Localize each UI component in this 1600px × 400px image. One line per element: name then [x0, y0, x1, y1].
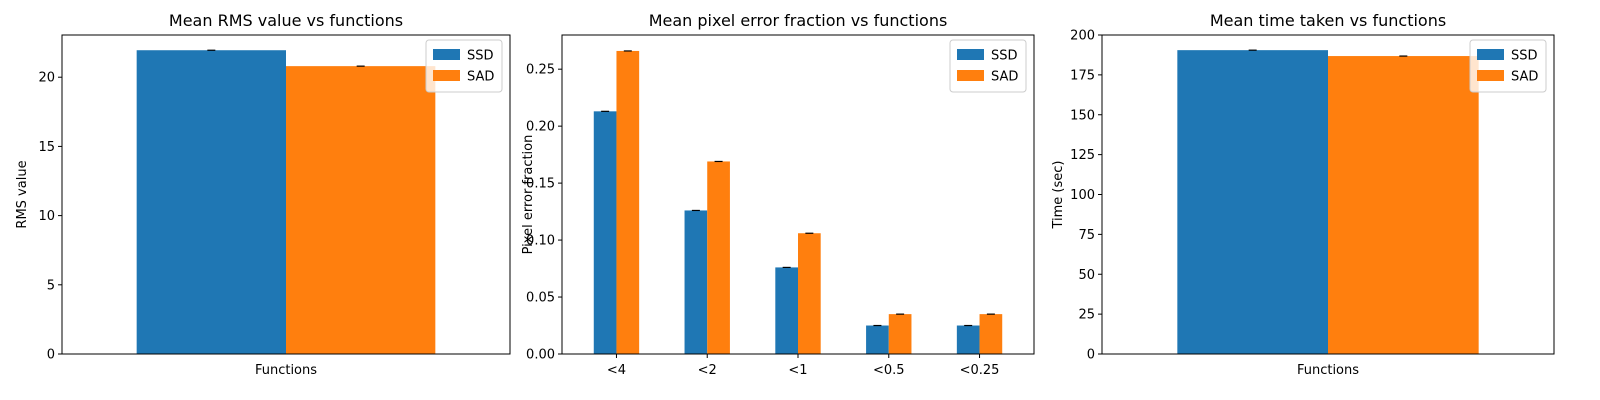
bar-ssd-0	[1177, 50, 1328, 355]
y-tick-label: 100	[1070, 188, 1095, 203]
chart-panel-3: 0 25 50 75 100 125 150 175 200 Mean time taken vs…	[1051, 11, 1555, 378]
axes-frame	[61, 34, 511, 355]
y-axis-label: Time (sec)	[1051, 160, 1066, 229]
chart-title: Mean RMS value vs functions	[169, 11, 403, 30]
legend-label-ssd: SSD	[991, 49, 1018, 64]
bar-sad-4	[979, 314, 1003, 354]
bar-sad-1	[707, 161, 730, 354]
legend-label-sad: SAD	[1511, 70, 1538, 85]
x-tick-label: <2	[698, 363, 717, 378]
legend: SSD SAD	[949, 39, 1027, 93]
y-tick-label: 150	[1070, 108, 1095, 123]
y-tick-label: 125	[1070, 148, 1095, 163]
legend-swatch-ssd	[1477, 49, 1504, 60]
y-tick-label: 0.00	[526, 348, 555, 363]
x-tick-label: <0.5	[873, 363, 905, 378]
x-axis-label: Functions	[1297, 363, 1359, 378]
y-axis-label: RMS value	[15, 160, 30, 228]
legend-label-ssd: SSD	[1511, 49, 1538, 64]
chart-title: Mean pixel error fraction vs functions	[649, 11, 948, 30]
bar-sad-0	[286, 66, 436, 355]
y-tick-label: 25	[1078, 308, 1095, 323]
bar-sad-0	[616, 50, 640, 354]
y-tick-label: 10	[38, 209, 55, 224]
x-tick-label: <1	[788, 363, 807, 378]
y-tick-label: 5	[47, 278, 55, 293]
bar-sad-2	[798, 233, 821, 354]
y-tick-label: 20	[38, 71, 55, 86]
bar-ssd-1	[684, 210, 708, 354]
chart-title: Mean time taken vs functions	[1210, 11, 1446, 30]
y-tick-label: 0	[47, 348, 55, 363]
legend-label-sad: SAD	[991, 70, 1018, 85]
legend: SSD SAD	[1469, 39, 1547, 93]
legend-swatch-sad	[433, 70, 460, 81]
bar-ssd-4	[956, 325, 980, 354]
bar-ssd-0	[593, 111, 617, 354]
legend-swatch-sad	[1477, 70, 1504, 81]
y-tick-label: 175	[1070, 68, 1095, 83]
bar-sad-3	[888, 314, 912, 354]
y-tick-label: 0.25	[526, 63, 555, 78]
x-axis-label: Functions	[255, 363, 317, 378]
legend-label-sad: SAD	[467, 70, 494, 85]
y-tick-label: 0.20	[526, 120, 555, 135]
legend-label-ssd: SSD	[467, 49, 494, 64]
y-tick-label: 75	[1078, 228, 1095, 243]
bar-sad-0	[1328, 56, 1479, 354]
legend: SSD SAD	[425, 39, 503, 93]
legend-swatch-ssd	[433, 49, 460, 60]
y-tick-label: 0	[1087, 348, 1095, 363]
x-tick-label: <4	[607, 363, 626, 378]
y-tick-label: 200	[1070, 29, 1095, 44]
y-tick-label: 0.05	[526, 291, 555, 306]
y-axis-label: Pixel error fraction	[521, 135, 536, 255]
chart-panel-2: 0.00 0.05 0.10 0.15 0.20 0.25 <4 <2 <1 <0.5 <0.25 M…	[521, 11, 1035, 378]
chart-panel-1: 0 5 10 15 20 Mean RMS value vs functions Funct…	[15, 11, 511, 378]
y-tick-label: 0.15	[526, 177, 555, 192]
x-tick-label: <0.25	[960, 363, 1000, 378]
bar-ssd-0	[136, 50, 286, 355]
y-tick-label: 50	[1078, 268, 1095, 283]
bar-ssd-2	[775, 267, 798, 354]
bar-ssd-3	[866, 325, 889, 354]
legend-swatch-ssd	[957, 49, 984, 60]
y-tick-label: 15	[38, 140, 55, 155]
legend-swatch-sad	[957, 70, 984, 81]
y-tick-label: 0.10	[526, 234, 555, 249]
